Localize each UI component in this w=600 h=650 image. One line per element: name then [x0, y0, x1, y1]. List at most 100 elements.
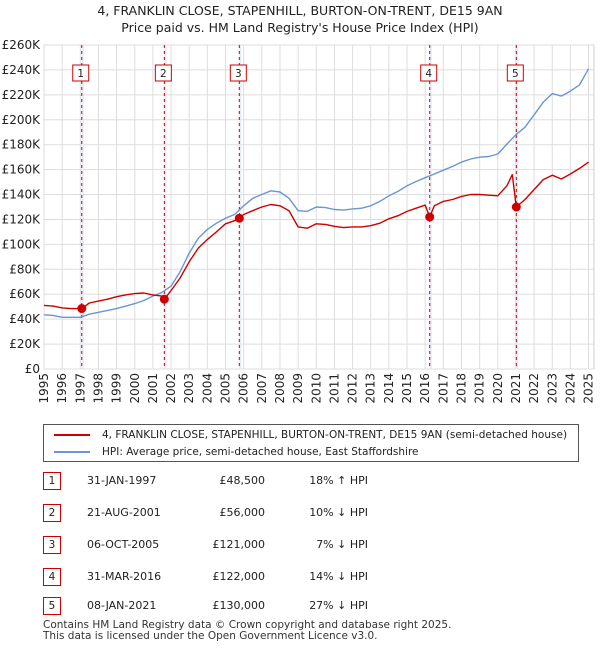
sale-band [239, 45, 242, 369]
x-gridlines [43, 45, 590, 369]
x-tick-label: 2003 [182, 373, 196, 404]
sale-label: 5 [512, 68, 519, 80]
transaction-date: 31-JAN-1997 [87, 474, 157, 487]
sale-label: 3 [235, 68, 242, 80]
sale-label: 1 [77, 68, 84, 80]
y-tick-label: £140K [2, 188, 42, 202]
x-tick-label: 1996 [55, 373, 69, 404]
x-tick-label: 2008 [273, 373, 287, 404]
y-tick-label: £100K [2, 237, 42, 251]
y-tick-label: £180K [2, 138, 42, 152]
x-tick-label: 2025 [582, 373, 596, 404]
y-tick-labels: £0 £20K £40K £60K £80K £100K £120K £140K £160K £1… [2, 38, 42, 376]
sale-label-box [506, 64, 524, 82]
transaction-price: £56,000 [219, 506, 266, 519]
sale-point [425, 212, 435, 222]
y-tick-label: £200K [2, 113, 42, 127]
x-tick-label: 2010 [309, 373, 323, 404]
table-row: 5 08-JAN-2021 £130,000 27% ↓ HPI [43, 597, 403, 615]
sale-label-box [154, 64, 172, 82]
y-tick-label: £60K [9, 287, 41, 301]
x-tick-label: 2019 [473, 373, 487, 404]
x-tick-label: 2014 [382, 373, 396, 404]
y-tick-label: £80K [9, 262, 41, 276]
transaction-date: 31-MAR-2016 [87, 570, 162, 583]
x-tick-label: 2020 [491, 373, 505, 404]
x-tick-label: 2013 [364, 373, 378, 404]
sale-label-box [72, 64, 90, 82]
sale-label-box [420, 64, 438, 82]
footer-copyright: Contains HM Land Registry data © Crown c… [43, 619, 452, 631]
legend-label-property: 4, FRANKLIN CLOSE, STAPENHILL, BURTON-ON… [102, 429, 568, 441]
legend: 4, FRANKLIN CLOSE, STAPENHILL, BURTON-ON… [43, 424, 579, 462]
transaction-price: £121,000 [212, 538, 266, 551]
y-tick-label: £160K [2, 163, 42, 177]
x-tick-label: 2009 [291, 373, 305, 404]
transaction-badge: 5 [43, 597, 61, 615]
x-tick-label: 2007 [255, 373, 269, 404]
transaction-price: £130,000 [212, 599, 266, 612]
legend-item-property: 4, FRANKLIN CLOSE, STAPENHILL, BURTON-ON… [54, 427, 567, 443]
transaction-badge: 1 [43, 472, 61, 490]
legend-swatch-hpi [54, 451, 90, 453]
x-tick-label: 2021 [509, 373, 523, 404]
transaction-hpi: 10% ↓ HPI [309, 506, 368, 519]
x-tick-label: 2015 [400, 373, 414, 404]
transaction-hpi: 18% ↑ HPI [309, 474, 368, 487]
y-tick-label: £260K [2, 38, 42, 52]
table-row: 4 31-MAR-2016 £122,000 14% ↓ HPI [43, 568, 403, 586]
x-tick-label: 2002 [164, 373, 178, 404]
x-tick-label: 1998 [91, 373, 105, 404]
sale-point [77, 304, 87, 314]
x-tick-label: 2016 [418, 373, 432, 404]
transaction-price: £122,000 [212, 570, 266, 583]
sale-point [234, 213, 244, 223]
transaction-badge: 3 [43, 536, 61, 554]
property-price-line [43, 161, 589, 310]
x-tick-label: 2004 [200, 373, 214, 404]
y-tick-label: £240K [2, 63, 42, 77]
x-tick-label: 2022 [527, 373, 541, 404]
y-tick-label: £120K [2, 212, 42, 226]
sale-band [429, 45, 432, 369]
title-line-2: Price paid vs. HM Land Registry's House … [121, 20, 479, 35]
y-tick-label: £40K [9, 312, 41, 326]
transaction-date: 06-OCT-2005 [87, 538, 160, 551]
x-tick-label: 2005 [219, 373, 233, 404]
x-tick-label: 2018 [454, 373, 468, 404]
hpi-line [43, 68, 590, 318]
table-row: 1 31-JAN-1997 £48,500 18% ↑ HPI [43, 472, 403, 490]
transaction-hpi: 7% ↓ HPI [316, 538, 368, 551]
table-row: 3 06-OCT-2005 £121,000 7% ↓ HPI [43, 536, 403, 554]
x-tick-label: 1995 [37, 373, 51, 404]
x-tick-label: 2017 [436, 373, 450, 404]
transaction-date: 08-JAN-2021 [87, 599, 157, 612]
transaction-hpi: 14% ↓ HPI [309, 570, 368, 583]
legend-item-hpi: HPI: Average price, semi-detached house,… [54, 444, 419, 460]
footer-licence: This data is licensed under the Open Gov… [43, 630, 378, 642]
x-tick-label: 2011 [327, 373, 341, 404]
series-lines [43, 68, 590, 318]
legend-swatch-property [54, 434, 90, 436]
y-tick-label: £220K [2, 88, 42, 102]
x-tick-label: 2000 [128, 373, 142, 404]
transaction-date: 21-AUG-2001 [87, 506, 161, 519]
footer: Contains HM Land Registry data © Crown c… [43, 620, 451, 642]
y-gridlines [44, 44, 594, 370]
transaction-badge: 4 [43, 568, 61, 586]
legend-label-hpi: HPI: Average price, semi-detached house,… [102, 446, 419, 458]
transaction-badge: 2 [43, 504, 61, 522]
x-tick-label: 2001 [146, 373, 160, 404]
x-tick-label: 2006 [237, 373, 251, 404]
sale-point [511, 202, 521, 212]
x-tick-labels: 1995 1996 1997 1998 1999 2000 2001 2002 2003 2004… [37, 373, 596, 404]
y-tick-label: £20K [9, 337, 41, 351]
transaction-price: £48,500 [219, 474, 266, 487]
sale-point [159, 294, 169, 304]
x-tick-label: 2024 [563, 373, 577, 404]
y-tick-label: £0 [25, 362, 40, 376]
sale-label: 4 [425, 68, 432, 80]
sale-label: 2 [160, 68, 167, 80]
transaction-hpi: 27% ↓ HPI [309, 599, 368, 612]
